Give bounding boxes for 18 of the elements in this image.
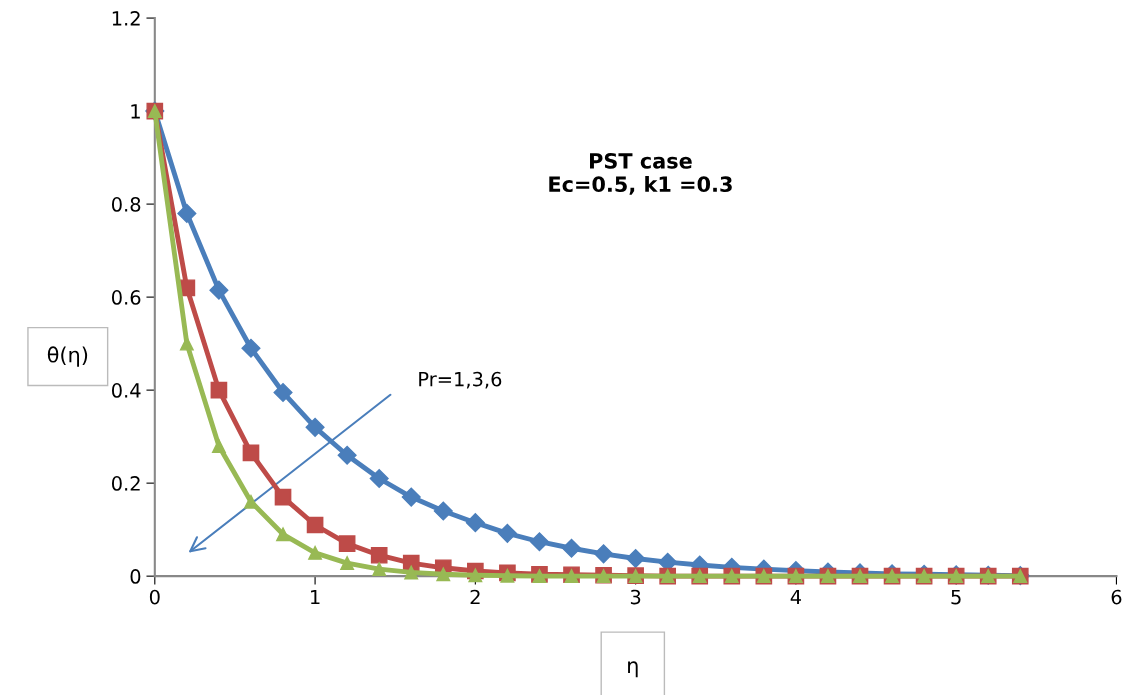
x-tick-label: 1 [311, 589, 320, 605]
y-tick-label: 0.4 [111, 383, 141, 398]
x-axis-title: η [628, 661, 638, 678]
x-tick-label: 4 [790, 589, 801, 605]
y-tick-label: 0 [130, 569, 141, 584]
annotation: Pr=1,3,6 [419, 371, 502, 389]
x-tick-label: 0 [149, 589, 160, 605]
y-tick-label: 0.2 [111, 476, 140, 491]
y-axis-title: θ(η) [47, 346, 88, 367]
y-tick-label: 0.8 [111, 197, 141, 212]
x-tick-label: 3 [630, 589, 641, 605]
y-tick-label: 1.2 [112, 11, 140, 26]
annotation: PST case Ec=0.5, k1 =0.3 [549, 152, 732, 195]
x-tick-label: 2 [470, 589, 480, 605]
y-tick-label: 0.6 [111, 290, 141, 305]
x-tick-label: 6 [1111, 589, 1122, 605]
x-tick-label: 5 [951, 589, 961, 605]
y-tick-label: 1 [131, 104, 140, 119]
